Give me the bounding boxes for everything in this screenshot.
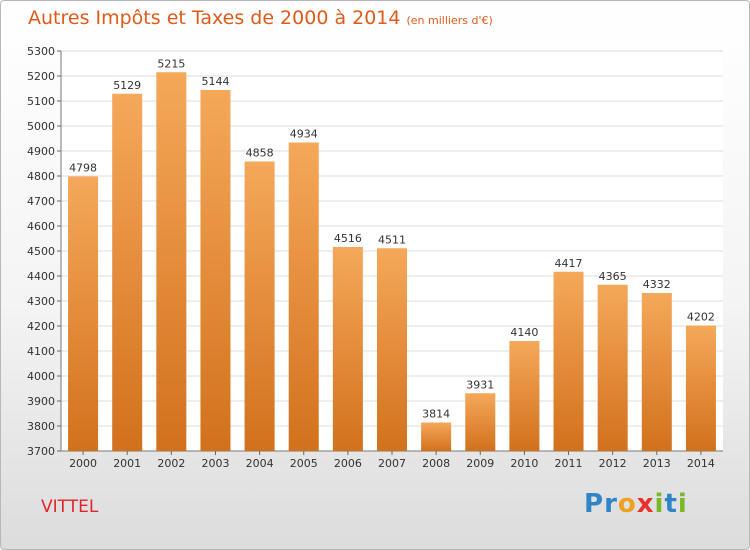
x-tick-label: 2003 [201,457,229,470]
bar-2008 [421,422,452,451]
x-tick-label: 2012 [599,457,627,470]
bar-value-label: 4332 [643,278,671,291]
bar-value-label: 5129 [113,79,141,92]
x-tick-label: 2009 [466,457,494,470]
y-tick-label: 5200 [27,70,55,83]
bar-2005 [288,142,319,451]
x-tick-label: 2008 [422,457,450,470]
y-tick-label: 4400 [27,270,55,283]
bar-2000 [68,176,99,451]
bar-2011 [553,271,584,451]
x-tick-label: 2011 [555,457,583,470]
bar-2014 [685,325,716,451]
bar-value-label: 4511 [378,233,406,246]
y-tick-label: 4600 [27,220,55,233]
y-tick-label: 5000 [27,120,55,133]
brand-letter: x [636,489,655,519]
x-tick-label: 2002 [157,457,185,470]
x-tick-label: 2014 [687,457,715,470]
bar-2007 [376,248,408,451]
y-tick-label: 5100 [27,95,55,108]
x-tick-label: 2007 [378,457,406,470]
bar-2012 [597,284,628,451]
bar-2001 [112,93,143,451]
bar-value-label: 5144 [201,75,229,88]
y-tick-label: 3800 [27,420,55,433]
x-tick-label: 2010 [510,457,538,470]
bar-value-label: 4798 [69,162,97,175]
bar-2004 [244,161,275,451]
y-tick-label: 4000 [27,370,55,383]
chart-title-block: Autres Impôts et Taxes de 2000 à 2014 (en… [28,7,493,29]
brand-letter: P [584,489,605,519]
bar-2002 [156,72,187,451]
bar-2006 [332,247,363,451]
y-tick-label: 3700 [27,445,55,458]
bar-2003 [200,90,231,451]
y-tick-label: 4200 [27,320,55,333]
brand-letter: i [677,489,688,519]
brand-letter: i [654,489,665,519]
chart-title: Autres Impôts et Taxes de 2000 à 2014 [28,7,401,29]
x-tick-label: 2013 [643,457,671,470]
bar-value-label: 5215 [157,57,185,70]
brand-letter: o [617,489,637,519]
bar-2013 [641,293,672,451]
x-tick-label: 2000 [69,457,97,470]
bar-value-label: 4365 [599,270,627,283]
y-tick-label: 5300 [27,45,55,58]
x-tick-label: 2001 [113,457,141,470]
y-tick-label: 4300 [27,295,55,308]
chart-subtitle: (en milliers d'€) [406,14,493,27]
y-tick-label: 4100 [27,345,55,358]
brand-logo: Proxiti [584,489,688,519]
bar-value-label: 3814 [422,408,450,421]
bar-value-label: 4516 [334,232,362,245]
brand-letter: r [604,489,618,519]
y-tick-label: 3900 [27,395,55,408]
x-tick-label: 2006 [334,457,362,470]
y-tick-label: 4900 [27,145,55,158]
city-name: VITTEL [41,497,99,517]
bar-value-label: 4417 [555,257,583,270]
bar-2010 [509,341,540,451]
brand-letter: t [664,489,678,519]
bar-value-label: 3931 [466,378,494,391]
bar-value-label: 4934 [290,128,318,141]
bar-value-label: 4858 [246,147,274,160]
x-tick-label: 2005 [290,457,318,470]
y-tick-label: 4500 [27,245,55,258]
bar-2009 [465,393,496,451]
bar-value-label: 4202 [687,311,715,324]
bar-value-label: 4140 [510,326,538,339]
y-tick-label: 4700 [27,195,55,208]
y-tick-label: 4800 [27,170,55,183]
x-tick-label: 2004 [246,457,274,470]
